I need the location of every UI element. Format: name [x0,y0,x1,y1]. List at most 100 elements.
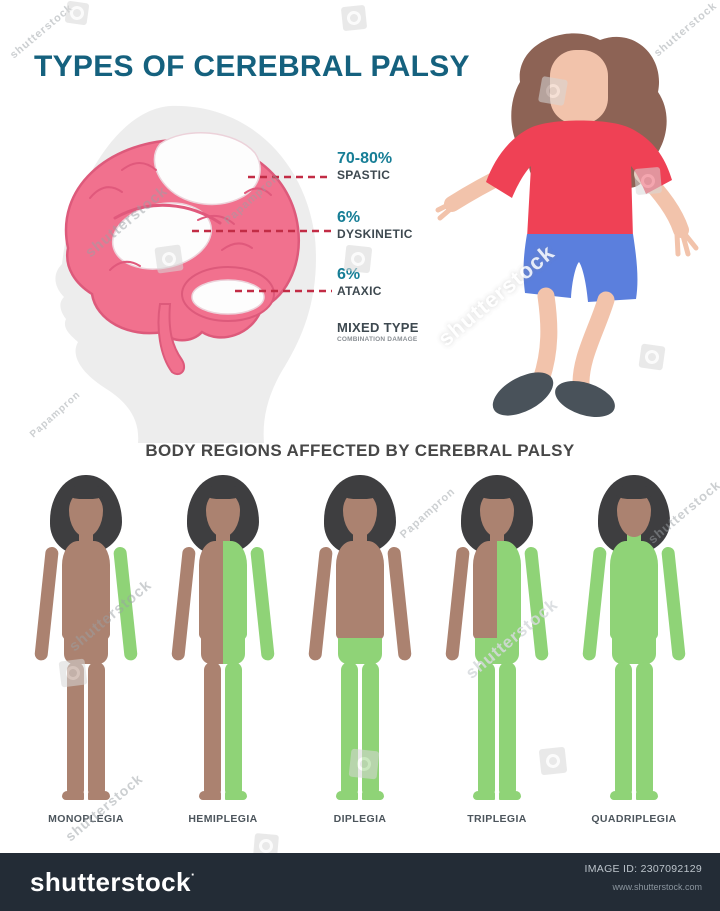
figure-triplegia: TRIPLEGIA [435,475,559,825]
figure-part-torso-left [336,541,360,640]
figure-part-hair-fringe [478,485,516,499]
figure-part-arm-left [582,546,607,662]
figure-part-leg-right [88,662,105,796]
figure-body [574,475,694,805]
figure-part-leg-right [362,662,379,796]
figure-part-leg-left [67,662,84,796]
figure-part-leg-right [499,662,516,796]
figure-part-arm-right [250,546,275,662]
type-mixed: MIXED TYPE COMBINATION DAMAGE [337,320,487,343]
figure-part-hips-left [338,638,360,664]
footer-bar: shutterstock· IMAGE ID: 2307092129 www.s… [0,853,720,911]
figure-part-arm-left [34,546,59,662]
figure-label: QUADRIPLEGIA [591,813,677,825]
child-illustration [435,33,699,417]
figure-part-arm-left [445,546,470,662]
figure-body [26,475,146,805]
figure-part-arm-right [387,546,412,662]
figure-part-foot-right [499,791,521,800]
mixed-type-sublabel: COMBINATION DAMAGE [337,336,418,343]
dyskinetic-percentage: 6% [337,209,361,226]
figure-part-hips-right [634,638,656,664]
figure-part-foot-left [336,791,358,800]
figure-part-leg-left [341,662,358,796]
section-title: BODY REGIONS AFFECTED BY CEREBRAL PALSY [145,441,575,460]
figure-part-foot-right [88,791,110,800]
figure-label: HEMIPLEGIA [188,813,258,825]
trademark-dot: · [190,867,196,882]
figure-part-leg-left [615,662,632,796]
figure-part-torso-left [199,541,223,640]
site-url-text: www.shutterstock.com [612,882,702,892]
figure-part-torso-left [473,541,497,640]
figure-part-torso-left [610,541,634,640]
brain-stem [157,303,186,376]
figure-part-foot-left [62,791,84,800]
figure-part-torso-right [86,541,110,640]
figure-part-leg-right [225,662,242,796]
figure-part-leg-right [636,662,653,796]
child-face [550,50,608,124]
shutterstock-logo: shutterstock· [30,867,196,898]
figure-part-leg-left [204,662,221,796]
figure-part-arm-right [524,546,549,662]
spastic-percentage: 70-80% [337,150,393,167]
spastic-region [153,132,261,206]
spastic-label: SPASTIC [337,168,391,182]
figure-part-hair-fringe [67,485,105,499]
figure-body [300,475,420,805]
figure-part-hair-fringe [341,485,379,499]
figure-part-hips-left [475,638,497,664]
figure-part-arm-right [113,546,138,662]
figure-label: DIPLEGIA [333,813,387,825]
figure-part-torso-left [62,541,86,640]
ataxic-region [191,279,265,315]
figure-part-hair-fringe [204,485,242,499]
figure-part-arm-left [171,546,196,662]
figure-monoplegia: MONOPLEGIA [24,475,148,825]
figure-part-hips-right [497,638,519,664]
type-dyskinetic: 6% DYSKINETIC [337,209,487,242]
mixed-type-label: MIXED TYPE [337,320,419,335]
child-hands [435,199,699,257]
type-spastic: 70-80% SPASTIC [337,150,487,183]
figure-part-torso-right [360,541,384,640]
figure-part-leg-left [478,662,495,796]
head-brain-illustration [55,105,332,443]
child-legs [532,287,615,395]
figure-diplegia: DIPLEGIA [298,475,422,825]
ataxic-label: ATAXIC [337,284,382,298]
leader-lines [192,175,332,293]
figure-body [163,475,283,805]
figure-part-hips-right [223,638,245,664]
child-shirt [486,120,672,248]
child-shoe-right [555,381,615,417]
figure-part-foot-right [225,791,247,800]
figure-label: TRIPLEGIA [467,813,527,825]
figure-part-foot-right [636,791,658,800]
child-shorts [523,234,638,302]
footer-meta: IMAGE ID: 2307092129 www.shutterstock.co… [585,863,703,892]
figure-part-hips-right [360,638,382,664]
child-shoe-left [492,372,554,416]
dyskinetic-label: DYSKINETIC [337,227,413,241]
figure-part-torso-right [497,541,521,640]
figures-row: MONOPLEGIA HEMIPLEGIA DIPLEGIA TRIPLEGIA… [24,475,696,825]
figure-quadriplegia: QUADRIPLEGIA [572,475,696,825]
figure-part-hips-right [86,638,108,664]
brain-gyri-lines [89,162,272,271]
figure-body [437,475,557,805]
figure-part-foot-left [610,791,632,800]
figure-part-hips-left [201,638,223,664]
figure-label: MONOPLEGIA [48,813,124,825]
page-title: TYPES OF CEREBRAL PALSY [34,50,470,83]
shutterstock-tile-watermark-icon [64,0,90,26]
figure-part-foot-right [362,791,384,800]
figure-part-foot-left [473,791,495,800]
figure-part-hips-left [612,638,634,664]
figure-part-hips-left [64,638,86,664]
shutterstock-logo-text: shutterstock [30,867,191,897]
figure-part-arm-right [661,546,686,662]
image-id-text: IMAGE ID: 2307092129 [584,863,702,875]
